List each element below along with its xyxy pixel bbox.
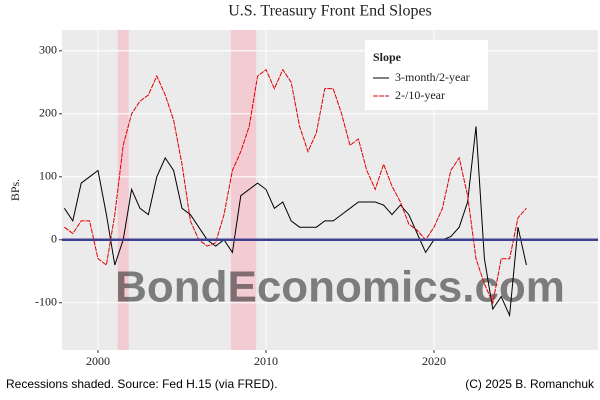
- y-tick-label: 100: [39, 169, 57, 183]
- y-axis-label: BPs.: [8, 179, 22, 201]
- chart-title: U.S. Treasury Front End Slopes: [228, 3, 432, 20]
- x-tick-label: 2000: [86, 354, 110, 368]
- y-tick-label: -100: [35, 295, 57, 309]
- x-tick-label: 2020: [422, 354, 446, 368]
- legend-label: 3-month/2-year: [395, 70, 470, 84]
- watermark: BondEconomics.com: [115, 263, 565, 312]
- y-tick-label: 300: [39, 43, 57, 57]
- x-tick-label: 2010: [254, 354, 278, 368]
- series-line: [64, 68, 527, 305]
- caption-left: Recessions shaded. Source: Fed H.15 (via…: [6, 377, 277, 391]
- plot-background: [62, 30, 598, 350]
- recession-band: [231, 30, 257, 350]
- caption-right: (C) 2025 B. Romanchuk: [465, 377, 595, 391]
- y-tick-label: 200: [39, 106, 57, 120]
- legend-title: Slope: [373, 50, 402, 64]
- series-line: [63, 126, 527, 318]
- legend-box: [365, 40, 488, 110]
- recession-band: [117, 30, 129, 350]
- legend-label: 2-/10-year: [395, 88, 445, 102]
- y-tick-label: 0: [51, 232, 57, 246]
